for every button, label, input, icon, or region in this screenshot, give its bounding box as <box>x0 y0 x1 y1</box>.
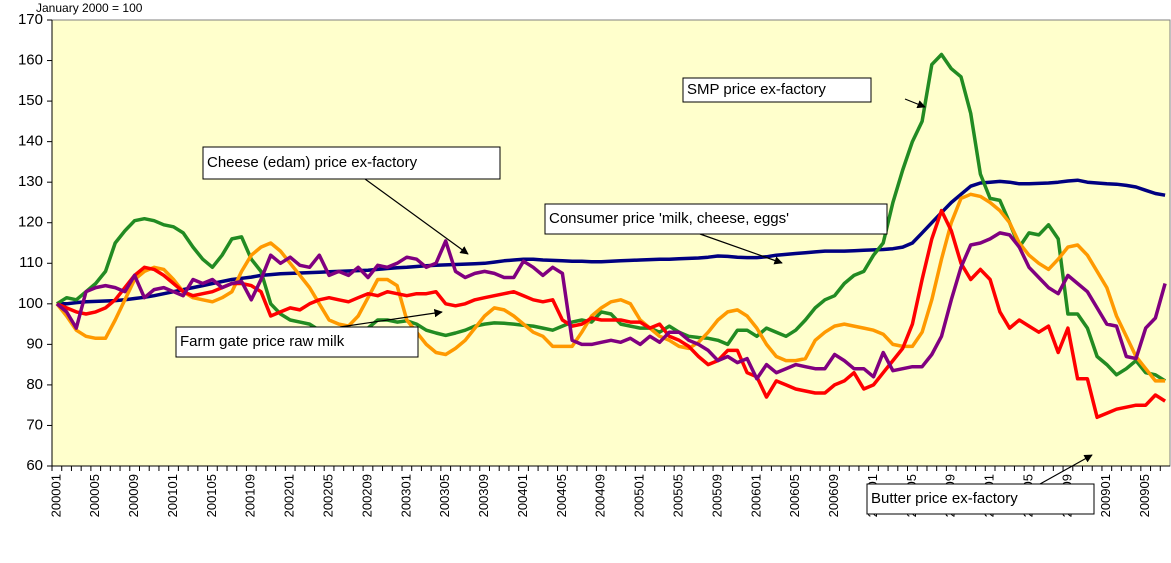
y-tick-label: 150 <box>18 92 43 109</box>
x-tick-label: 200505 <box>670 474 685 517</box>
x-tick-label: 200205 <box>321 474 336 517</box>
annotation-text: Consumer price 'milk, cheese, eggs' <box>549 210 789 227</box>
annotation-arrow <box>339 308 443 328</box>
y-tick-label: 60 <box>26 457 43 474</box>
x-tick-label: 200405 <box>554 474 569 517</box>
series-line <box>55 192 1166 383</box>
plot-area <box>51 19 1171 467</box>
annotation-box <box>544 203 888 235</box>
annotation-box <box>866 483 1095 515</box>
annotation-box <box>202 146 501 180</box>
x-tick-label: 200009 <box>126 474 141 517</box>
annotation-box <box>682 77 872 103</box>
x-tick-label: 200509 <box>709 474 724 517</box>
x-tick-label: 200905 <box>1137 474 1152 517</box>
annotation-arrow <box>1039 454 1093 485</box>
annotation-arrow <box>904 98 926 109</box>
x-tick-label: 200501 <box>632 474 647 517</box>
annotation-arrow <box>699 233 783 265</box>
y-tick-label: 110 <box>19 254 43 271</box>
x-tick-label: 200109 <box>243 474 258 517</box>
x-tick-label: 200001 <box>48 474 63 517</box>
y-tick-label: 130 <box>18 173 43 190</box>
x-tick-label: 200201 <box>282 474 297 517</box>
annotation-text: Farm gate price raw milk <box>180 333 345 350</box>
annotation-text: Butter price ex-factory <box>871 490 1018 507</box>
x-tick-label: 200409 <box>593 474 608 517</box>
y-tick-label: 160 <box>18 52 43 69</box>
chart-subtitle: January 2000 = 100 <box>36 1 143 15</box>
x-tick-label: 200209 <box>359 474 374 517</box>
x-tick-label: 200401 <box>515 474 530 517</box>
y-tick-label: 170 <box>18 11 43 28</box>
y-tick-label: 70 <box>26 416 43 433</box>
x-tick-label: 200005 <box>87 474 102 517</box>
x-tick-label: 200305 <box>437 474 452 517</box>
x-tick-label: 200901 <box>1098 474 1113 517</box>
series-line <box>55 52 1167 383</box>
y-tick-label: 90 <box>26 335 43 352</box>
annotation-text: SMP price ex-factory <box>687 81 826 98</box>
series-line <box>55 231 1167 381</box>
annotation-text: Cheese (edam) price ex-factory <box>207 154 418 171</box>
x-tick-label: 200301 <box>398 474 413 517</box>
y-tick-label: 100 <box>18 295 43 312</box>
x-tick-label: 200309 <box>476 474 491 517</box>
annotation-arrow <box>364 178 469 255</box>
y-tick-label: 120 <box>18 214 43 231</box>
y-tick-label: 140 <box>18 133 43 150</box>
x-tick-label: 200605 <box>787 474 802 517</box>
x-tick-label: 200105 <box>204 474 219 517</box>
y-tick-label: 80 <box>26 376 43 393</box>
annotation-box <box>175 326 419 358</box>
x-tick-label: 200601 <box>748 474 763 517</box>
x-tick-label: 200609 <box>826 474 841 517</box>
series-line <box>56 178 1166 306</box>
x-tick-label: 200101 <box>165 474 180 517</box>
